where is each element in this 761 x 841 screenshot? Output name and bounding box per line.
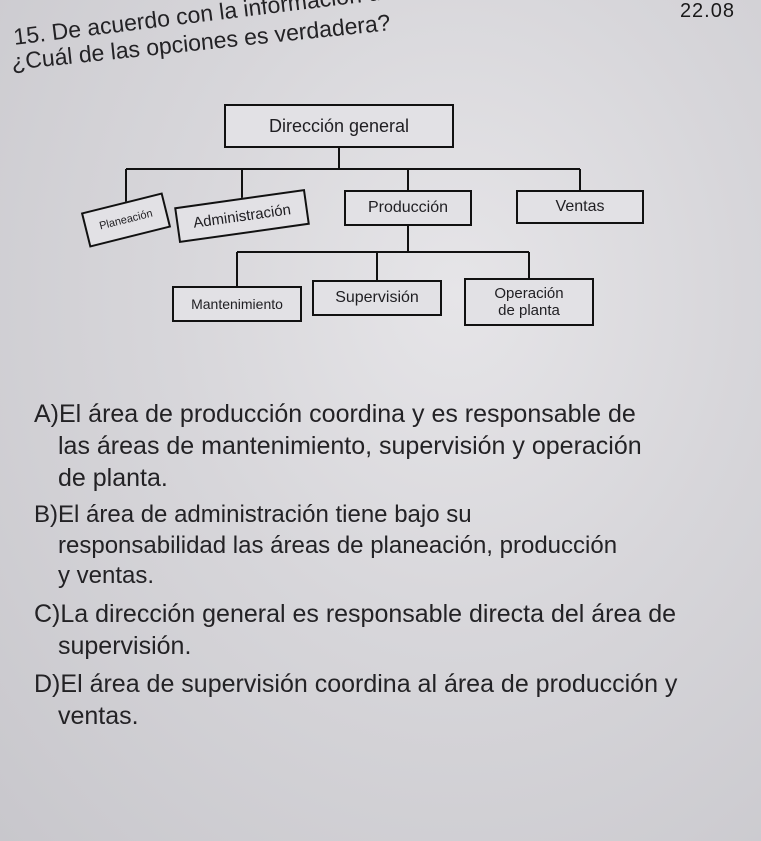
option-b: B)El área de administración tiene bajo s…	[34, 500, 749, 592]
org-node-oper: Operación de planta	[464, 278, 594, 326]
option-d-label: D)	[34, 670, 60, 698]
option-c: C)La dirección general es responsable di…	[34, 598, 749, 662]
option-a-line2: las áreas de mantenimiento, supervisión …	[34, 430, 749, 462]
option-d-line1: El área de supervisión coordina al área …	[60, 670, 677, 698]
option-c-label: C)	[34, 600, 60, 628]
org-node-supr: Supervisión	[312, 280, 442, 316]
org-node-mant: Mantenimiento	[172, 286, 302, 322]
option-b-label: B)	[34, 501, 58, 528]
option-b-line1: El área de administración tiene bajo su	[58, 501, 472, 528]
option-c-line1: La dirección general es responsable dire…	[60, 600, 676, 628]
org-node-root: Dirección general	[224, 104, 454, 148]
org-chart: Dirección general PlaneaciónAdministració…	[64, 94, 674, 344]
option-d-line2: ventas.	[34, 700, 749, 732]
option-b-line3: y ventas.	[34, 561, 749, 592]
option-a-label: A)	[34, 400, 59, 428]
option-d: D)El área de supervisión coordina al áre…	[34, 668, 749, 732]
option-a-line3: de planta.	[34, 462, 749, 494]
org-node-admn: Administración	[174, 189, 310, 243]
org-node-plan: Planeación	[81, 192, 171, 247]
option-b-line2: responsabilidad las áreas de planeación,…	[34, 531, 749, 562]
org-node-vent: Ventas	[516, 190, 644, 224]
option-c-line2: supervisión.	[34, 630, 749, 662]
option-a: A)El área de producción coordina y es re…	[34, 398, 749, 494]
page: 22.08 15. De acuerdo con la información …	[0, 0, 761, 841]
option-a-line1: El área de producción coordina y es resp…	[59, 400, 636, 428]
org-node-prod: Producción	[344, 190, 472, 226]
answer-options: A)El área de producción coordina y es re…	[34, 398, 749, 732]
